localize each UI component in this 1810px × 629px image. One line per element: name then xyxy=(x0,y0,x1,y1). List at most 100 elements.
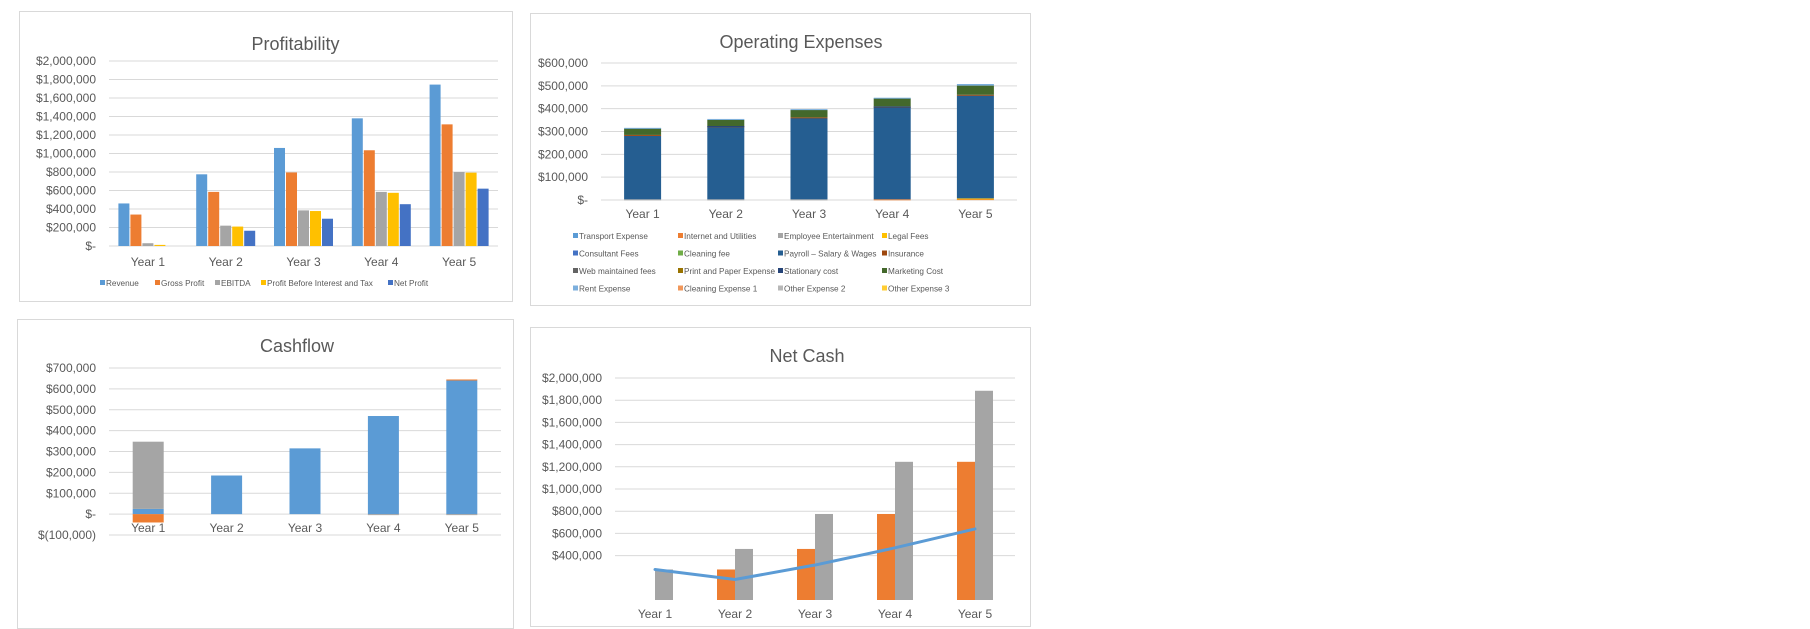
x-tick-label: Year 2 xyxy=(709,207,744,221)
y-tick-label: $400,000 xyxy=(552,549,602,563)
legend-swatch xyxy=(155,280,160,285)
bar-segment xyxy=(873,98,911,107)
bar-segment xyxy=(132,441,164,509)
bar-segment xyxy=(873,199,911,201)
y-tick-label: $200,000 xyxy=(46,465,96,479)
bar xyxy=(375,191,387,246)
x-tick-label: Year 5 xyxy=(442,255,477,269)
legend-swatch xyxy=(678,285,683,291)
bar-segment xyxy=(624,128,662,135)
bar-segment xyxy=(707,126,745,128)
x-tick-label: Year 3 xyxy=(798,607,833,621)
x-tick-label: Year 3 xyxy=(288,521,323,535)
x-tick-label: Year 3 xyxy=(286,255,321,269)
y-tick-label: $1,200,000 xyxy=(542,460,602,474)
legend-swatch xyxy=(882,268,887,273)
y-tick-label: $400,000 xyxy=(46,202,96,216)
y-tick-label: $100,000 xyxy=(46,486,96,500)
bar-segment xyxy=(446,380,478,515)
bar xyxy=(655,569,673,600)
y-tick-label: $- xyxy=(85,507,96,521)
bar xyxy=(975,390,993,600)
bar xyxy=(465,172,477,246)
legend-swatch xyxy=(778,250,783,256)
x-tick-label: Year 1 xyxy=(131,521,166,535)
bar xyxy=(196,174,208,246)
legend-label: Revenue xyxy=(106,279,139,288)
net-cash-chart: Net Cash $400,000 $600,000 $800,000 $1,000,0… xyxy=(530,327,1031,627)
legend-swatch xyxy=(882,250,887,256)
bar-segment xyxy=(790,109,828,118)
bar xyxy=(815,513,833,600)
bar xyxy=(877,513,895,600)
legend-label: Internet and Utilities xyxy=(684,232,756,241)
y-tick-label: $600,000 xyxy=(552,526,602,540)
operating-expenses-chart: Operating Expenses $- $100,000 $200,000 $300… xyxy=(530,13,1031,306)
legend-label: EBITDA xyxy=(221,279,251,288)
legend-label: Other Expense 3 xyxy=(888,285,950,294)
x-tick-label: Year 3 xyxy=(792,207,827,221)
y-tick-label: $300,000 xyxy=(46,445,96,459)
profitability-svg: Profitability $- $200,000 $400,000 $600,000 $… xyxy=(36,34,498,288)
y-tick-label: $1,800,000 xyxy=(36,73,96,87)
legend-label: Net Profit xyxy=(394,279,429,288)
legend-swatch xyxy=(573,250,578,256)
bar-segment xyxy=(707,199,745,201)
bar-segment xyxy=(446,514,478,516)
y-tick-label: $600,000 xyxy=(46,382,96,396)
y-tick-label: $1,000,000 xyxy=(36,147,96,161)
legend-label: Marketing Cost xyxy=(888,267,944,276)
x-tick-label: Year 4 xyxy=(875,207,910,221)
bar xyxy=(363,150,375,246)
bar xyxy=(130,214,142,246)
operating-expenses-svg: Operating Expenses $- $100,000 $200,000 $300… xyxy=(538,32,1017,294)
legend-label: Payroll – Salary & Wages xyxy=(784,250,877,259)
net-cash-svg: Net Cash $400,000 $600,000 $800,000 $1,000,0… xyxy=(542,346,1015,621)
legend-label: Web maintained fees xyxy=(579,267,656,276)
profitability-chart: Profitability $- $200,000 $400,000 $600,000 $… xyxy=(19,11,513,302)
bar xyxy=(351,118,363,246)
legend-label: Legal Fees xyxy=(888,232,929,241)
y-tick-label: $700,000 xyxy=(46,361,96,375)
bar-segment xyxy=(367,416,399,515)
y-tick-label: $400,000 xyxy=(46,424,96,438)
bar xyxy=(154,244,166,246)
legend-swatch xyxy=(778,285,783,291)
bar-segment xyxy=(624,127,662,129)
y-tick-label: $500,000 xyxy=(538,79,588,93)
bar xyxy=(220,225,232,246)
x-tick-label: Year 2 xyxy=(209,255,244,269)
cashflow-svg: Cashflow $(100,000) $- $100,000 $200,000 $300… xyxy=(38,336,501,542)
y-tick-label: $2,000,000 xyxy=(542,371,602,385)
bar xyxy=(310,211,321,246)
bar xyxy=(387,192,399,246)
y-tick-label: $1,600,000 xyxy=(542,415,602,429)
y-tick-label: $600,000 xyxy=(538,56,588,70)
bar-segment xyxy=(132,514,164,523)
y-tick-label: $1,400,000 xyxy=(542,438,602,452)
bar-segment xyxy=(707,126,745,200)
y-tick-label: $- xyxy=(577,193,588,207)
legend-swatch xyxy=(778,233,783,238)
bar xyxy=(142,243,154,246)
y-tick-label: $200,000 xyxy=(46,221,96,235)
legend-label: Consultant Fees xyxy=(579,250,639,259)
y-tick-label: $1,000,000 xyxy=(542,482,602,496)
bar-segment xyxy=(956,94,994,96)
cashflow-chart: Cashflow $(100,000) $- $100,000 $200,000 $300… xyxy=(17,319,514,629)
bar xyxy=(895,461,913,600)
legend-swatch xyxy=(882,233,887,238)
legend-label: Transport Expense xyxy=(579,232,648,241)
bar-segment xyxy=(624,135,662,200)
bar-segment xyxy=(707,118,745,120)
x-tick-label: Year 1 xyxy=(638,607,673,621)
bar-segment xyxy=(790,109,828,111)
bar-segment xyxy=(367,514,399,516)
legend-swatch xyxy=(573,233,578,238)
x-tick-label: Year 5 xyxy=(445,521,480,535)
x-tick-label: Year 2 xyxy=(718,607,753,621)
bar-segment xyxy=(211,475,243,515)
x-tick-label: Year 4 xyxy=(878,607,913,621)
bar-segment xyxy=(707,119,745,127)
bar-segment xyxy=(790,117,828,200)
